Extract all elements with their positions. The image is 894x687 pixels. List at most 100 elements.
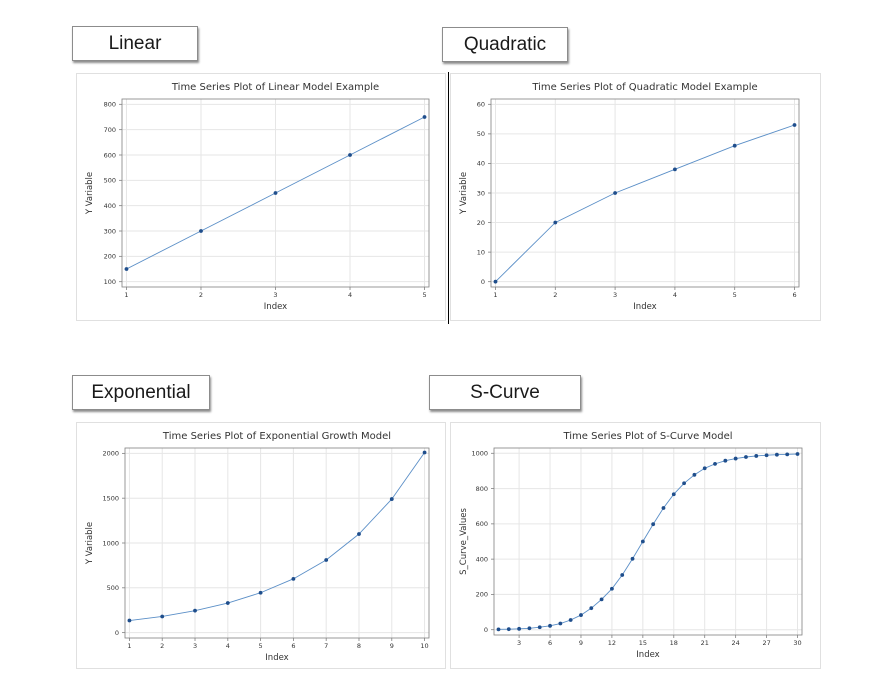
data-point <box>610 586 614 591</box>
x-tick-label: 5 <box>733 291 737 299</box>
y-tick-label: 50 <box>477 130 485 138</box>
x-tick-label: 4 <box>348 291 352 299</box>
x-tick-label: 2 <box>553 291 557 299</box>
data-point <box>620 573 625 577</box>
x-tick-label: 2 <box>160 642 164 650</box>
data-point <box>357 532 361 536</box>
data-point <box>496 627 501 632</box>
data-point <box>774 452 779 457</box>
data-point <box>764 453 769 458</box>
chart-title: Time Series Plot of Quadratic Model Exam… <box>531 82 757 93</box>
data-point <box>651 522 656 527</box>
chart-scurve: Time Series Plot of S-Curve Model 3 6 9 12 15… <box>459 431 803 660</box>
data-point <box>193 608 197 613</box>
data-point <box>493 279 498 284</box>
y-tick-label: 0 <box>115 629 119 637</box>
x-axis-label: Index <box>264 302 287 312</box>
y-axis-label: Y Variable <box>459 172 469 215</box>
x-tick-label: 4 <box>226 642 230 650</box>
y-tick-label: 500 <box>104 177 116 185</box>
y-axis-label: Y Variable <box>85 522 95 565</box>
x-tick-label: 30 <box>793 639 801 647</box>
panel-exponential: Time Series Plot of Exponential Growth M… <box>76 422 446 669</box>
data-point <box>673 167 677 172</box>
data-point <box>744 455 748 459</box>
data-point <box>225 601 230 605</box>
data-point <box>553 220 558 225</box>
x-tick-label: 18 <box>670 639 678 647</box>
data-point <box>682 481 686 486</box>
label-scurve: S-Curve <box>429 375 581 410</box>
y-tick-label: 0 <box>484 626 488 634</box>
x-tick-label: 2 <box>199 291 203 299</box>
x-tick-label: 7 <box>324 642 328 650</box>
data-point <box>754 454 759 458</box>
x-tick-label: 10 <box>420 642 428 650</box>
data-point <box>785 452 790 457</box>
chart-title: Time Series Plot of Exponential Growth M… <box>162 431 391 442</box>
panel-scurve: Time Series Plot of S-Curve Model 3 6 9 12 15… <box>450 422 821 669</box>
data-point <box>640 539 645 544</box>
label-linear: Linear <box>72 26 198 61</box>
vertical-divider <box>448 72 449 324</box>
y-tick-label: 500 <box>107 584 119 592</box>
data-point <box>199 229 203 233</box>
y-tick-label: 400 <box>476 555 488 563</box>
y-tick-label: 800 <box>476 485 488 493</box>
x-tick-label: 6 <box>291 642 295 650</box>
x-tick-label: 27 <box>762 639 770 647</box>
data-point <box>422 450 427 455</box>
y-tick-label: 100 <box>104 278 116 286</box>
data-point <box>124 267 129 271</box>
data-point <box>291 576 296 581</box>
y-tick-label: 0 <box>481 278 485 286</box>
x-tick-label: 6 <box>792 291 796 299</box>
data-point <box>732 143 737 148</box>
y-tick-label: 200 <box>476 591 488 599</box>
data-point <box>537 625 542 630</box>
y-tick-label: 60 <box>477 101 485 109</box>
x-tick-label: 1 <box>493 291 497 299</box>
y-tick-label: 10 <box>477 248 485 256</box>
data-point <box>630 556 635 561</box>
y-tick-label: 40 <box>477 160 485 168</box>
data-point <box>792 123 797 127</box>
x-tick-label: 3 <box>273 291 277 299</box>
data-point <box>348 153 352 157</box>
series-line <box>498 453 798 630</box>
y-tick-label: 1500 <box>102 494 119 502</box>
x-tick-label: 5 <box>259 642 263 650</box>
series-line <box>129 452 425 621</box>
chart-title: Time Series Plot of S-Curve Model <box>562 431 732 442</box>
y-tick-label: 30 <box>477 189 485 197</box>
panel-quadratic: Time Series Plot of Quadratic Model Exam… <box>450 73 821 321</box>
x-tick-label: 3 <box>613 291 617 299</box>
series-line <box>495 124 795 283</box>
chart-linear: Time Series Plot of Linear Model Example… <box>85 82 430 312</box>
data-point <box>258 590 263 595</box>
x-tick-label: 15 <box>639 639 647 647</box>
data-point <box>527 626 532 631</box>
data-point <box>389 497 394 501</box>
data-point <box>795 452 800 456</box>
data-point <box>692 472 697 477</box>
x-tick-label: 9 <box>579 639 583 647</box>
x-tick-label: 6 <box>548 639 552 647</box>
y-tick-label: 2000 <box>102 450 119 458</box>
x-axis-label: Index <box>633 302 656 312</box>
data-point <box>733 456 738 461</box>
label-quadratic: Quadratic <box>442 27 568 62</box>
data-point <box>127 618 132 623</box>
x-tick-label: 5 <box>422 291 426 299</box>
y-tick-label: 300 <box>104 227 116 235</box>
label-exponential: Exponential <box>72 375 210 410</box>
data-point <box>160 614 165 619</box>
data-point <box>273 191 278 195</box>
data-point <box>506 627 511 632</box>
data-point <box>579 613 583 617</box>
data-point <box>613 191 617 195</box>
data-point <box>661 506 666 510</box>
x-tick-label: 4 <box>673 291 677 299</box>
y-tick-label: 1000 <box>471 450 488 458</box>
data-point <box>422 115 427 119</box>
